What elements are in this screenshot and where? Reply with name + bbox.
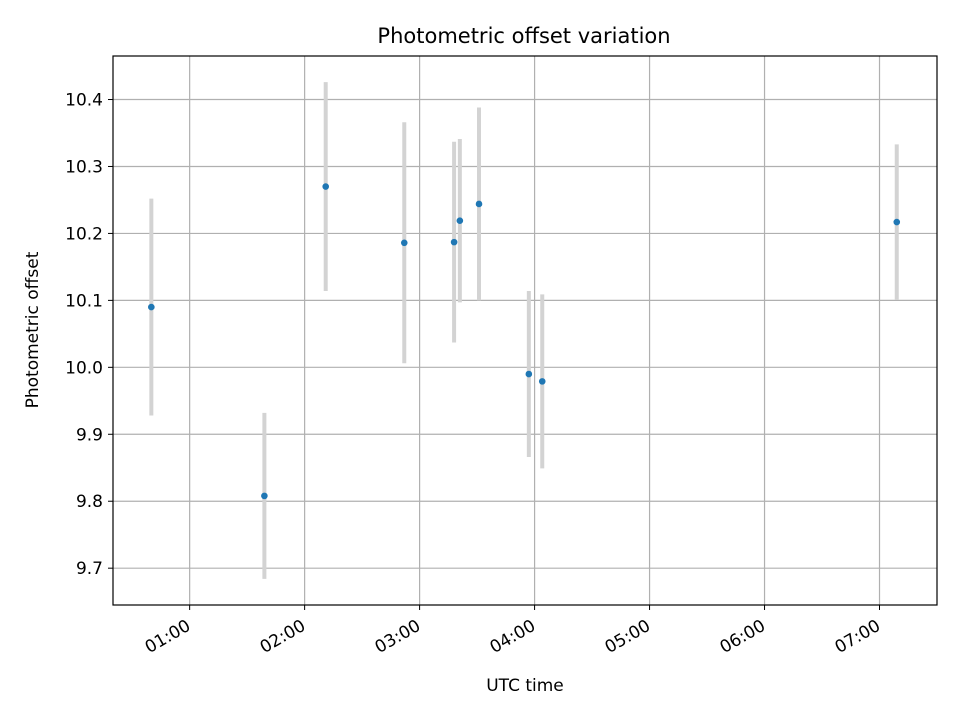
x-axis: 01:00 02:00 03:00 04:00 05:00 06:00 07:00 [142,605,884,658]
y-tick-label: 10.2 [65,224,103,244]
data-point [450,238,458,246]
data-point [322,183,330,190]
plot-frame [112,55,938,606]
chart-title: Photometric offset variation [377,24,670,48]
data-points [148,183,901,500]
data-point [525,370,533,378]
data-point [456,217,464,224]
x-tick-label: 03:00 [372,616,424,658]
x-tick-label: 02:00 [257,616,309,658]
data-point [893,218,901,226]
x-tick-label: 04:00 [487,616,539,658]
y-tick-label: 9.8 [76,492,103,512]
y-tick-label: 9.9 [76,425,103,445]
data-point [400,239,408,247]
y-axis-label: Photometric offset [23,251,43,408]
error-bars [149,82,899,579]
data-point [475,200,483,208]
x-tick-label: 01:00 [142,616,194,658]
x-tick-label: 07:00 [832,616,884,658]
y-tick-label: 10.0 [65,358,103,378]
y-tick-label: 10.1 [65,291,103,311]
y-tick-label: 10.4 [65,91,103,111]
x-axis-label: UTC time [486,676,564,696]
y-axis: 9.7 9.8 9.9 10.0 10.1 10.2 10.3 10.4 [65,91,113,579]
data-point [538,378,546,385]
x-tick-label: 05:00 [602,616,654,658]
y-tick-label: 9.7 [76,559,103,579]
grid [113,56,937,605]
y-tick-label: 10.3 [65,157,103,177]
x-tick-label: 06:00 [717,616,769,658]
data-point [261,492,268,500]
data-point [148,303,155,311]
